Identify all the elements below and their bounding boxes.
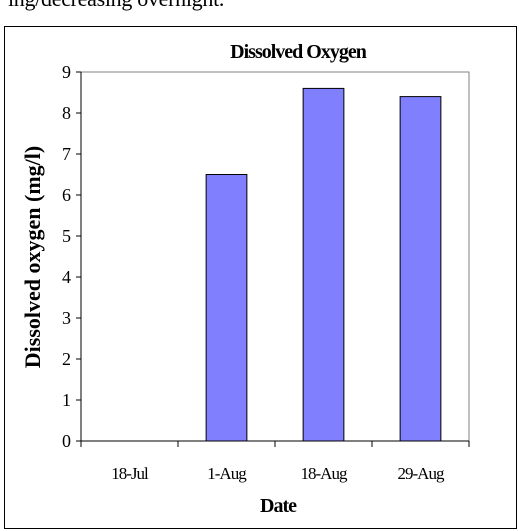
y-tick-label: 1 [62, 390, 71, 410]
x-tick-label: 18-Jul [111, 464, 149, 483]
y-tick-label: 8 [62, 103, 71, 123]
bar-18-Aug [302, 87, 345, 442]
y-tick-label: 0 [62, 431, 71, 451]
y-tick-label: 6 [62, 185, 71, 205]
x-tick-label: 18-Aug [301, 464, 348, 483]
chart-title: Dissolved Oxygen [230, 41, 367, 63]
cropped-header-text: ing/decreasing overnight. [8, 0, 224, 12]
x-tick-label: 1-Aug [207, 464, 247, 483]
y-tick-label: 3 [62, 308, 71, 328]
y-axis-label: Dissolved oxygen (mg/l) [20, 146, 45, 368]
x-axis-label: Date [260, 495, 297, 517]
x-tick-label: 29-Aug [398, 464, 445, 483]
plot-area: 0 1 2 3 4 5 6 7 8 9 18-Jul 1-Aug 18-Aug 29-Aug [62, 62, 470, 483]
y-tick-label: 5 [62, 226, 71, 246]
y-tick-label: 2 [62, 349, 71, 369]
y-tick-label: 7 [62, 144, 71, 164]
y-tick-label: 4 [62, 267, 71, 287]
y-tick-label: 9 [62, 62, 71, 82]
bar-29-Aug [399, 96, 442, 442]
bar-1-Aug [205, 174, 248, 442]
